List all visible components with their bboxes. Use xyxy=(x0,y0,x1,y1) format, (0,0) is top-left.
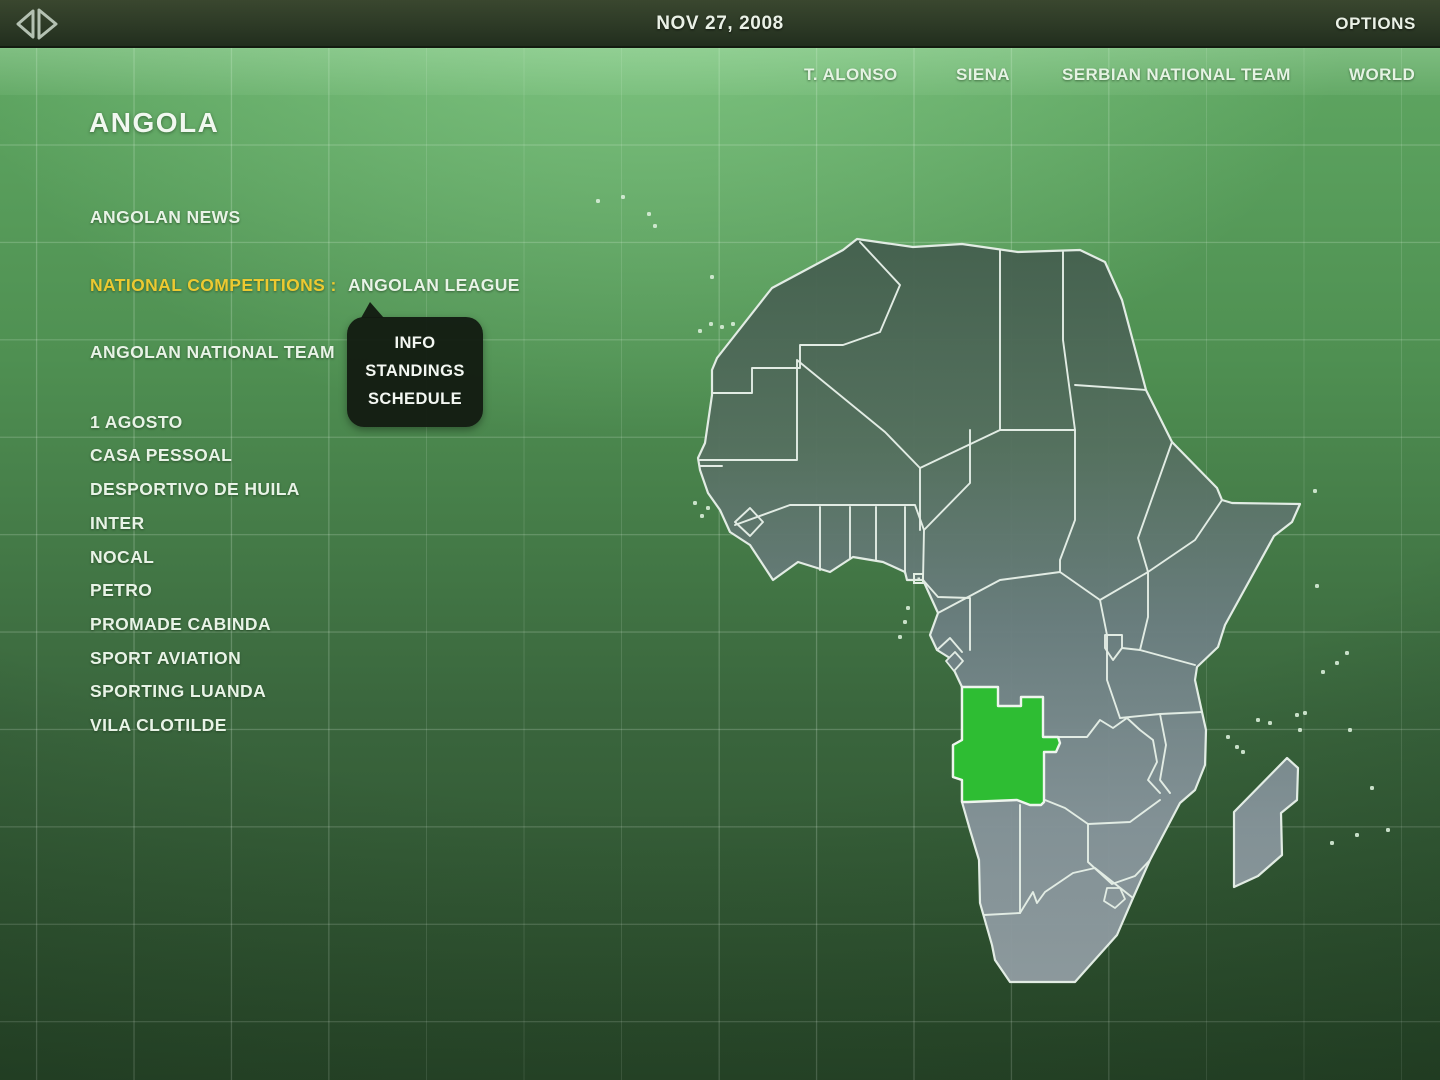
team-item[interactable]: VILA CLOTILDE xyxy=(90,715,227,735)
island-dots xyxy=(596,195,1390,845)
top-bar: NOV 27, 2008 OPTIONS xyxy=(0,0,1440,48)
team-item[interactable]: NOCAL xyxy=(90,547,155,567)
country-madagascar[interactable] xyxy=(1232,756,1300,889)
country-cabinda xyxy=(945,651,964,672)
country-borders xyxy=(699,241,1223,916)
tooltip-item-info[interactable]: INFO xyxy=(394,334,436,352)
nav-arrows-button[interactable] xyxy=(12,6,68,42)
page-title: ANGOLA xyxy=(89,107,220,138)
league-context-menu: INFO STANDINGS SCHEDULE xyxy=(347,302,483,427)
menubar-band xyxy=(0,48,1440,95)
team-item[interactable]: CASA PESSOAL xyxy=(90,445,233,465)
current-date: NOV 27, 2008 xyxy=(656,13,784,34)
team-item[interactable]: DESPORTIVO DE HUILA xyxy=(90,479,300,499)
country-lesotho xyxy=(1103,887,1126,909)
menubar-item-national-team[interactable]: SERBIAN NATIONAL TEAM xyxy=(1062,65,1291,84)
back-arrow-icon xyxy=(16,9,35,39)
team-item[interactable]: SPORT AVIATION xyxy=(90,648,242,668)
menu-item-angolan-league[interactable]: ANGOLAN LEAGUE xyxy=(348,275,520,295)
country-angola-highlight[interactable] xyxy=(951,685,1062,807)
team-item[interactable]: SPORTING LUANDA xyxy=(90,681,267,701)
options-button[interactable]: OPTIONS xyxy=(1335,14,1416,33)
menubar-item-manager[interactable]: T. ALONSO xyxy=(804,65,898,84)
africa-continent[interactable] xyxy=(696,237,1302,984)
menu-item-angolan-news[interactable]: ANGOLAN NEWS xyxy=(90,207,241,227)
menu-label-national-competitions: NATIONAL COMPETITIONS : xyxy=(90,275,337,295)
menu-item-angolan-national-team[interactable]: ANGOLAN NATIONAL TEAM xyxy=(90,342,335,362)
menubar-item-club[interactable]: SIENA xyxy=(956,65,1010,84)
team-item[interactable]: PETRO xyxy=(90,580,153,600)
menubar-item-world[interactable]: WORLD xyxy=(1349,65,1416,84)
island-bioko xyxy=(913,573,924,584)
tooltip-item-schedule[interactable]: SCHEDULE xyxy=(368,390,462,408)
tooltip-item-standings[interactable]: STANDINGS xyxy=(365,362,465,380)
forward-arrow-icon xyxy=(37,8,58,40)
team-item[interactable]: 1 AGOSTO xyxy=(90,412,183,432)
team-item[interactable]: INTER xyxy=(90,513,145,533)
team-item[interactable]: PROMADE CABINDA xyxy=(90,614,271,634)
tooltip-tail xyxy=(361,302,384,318)
